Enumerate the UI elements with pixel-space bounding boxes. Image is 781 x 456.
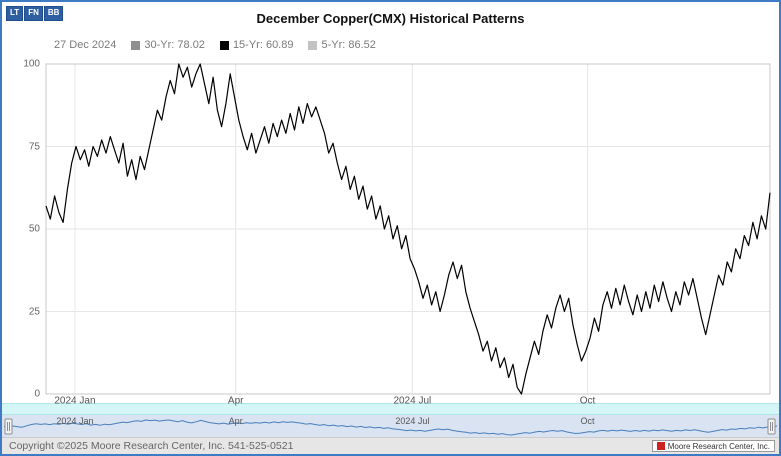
y-tick-label: 25 bbox=[28, 306, 40, 317]
x-tick-label: 2024 Jan bbox=[54, 395, 96, 407]
legend-item-30yr[interactable]: 30-Yr: 78.02 bbox=[131, 39, 205, 51]
x-tick-label: 2024 Jul bbox=[393, 395, 432, 407]
copyright-text: Copyright ©2025 Moore Research Center, I… bbox=[9, 440, 294, 452]
mrci-logo-icon bbox=[656, 442, 665, 450]
x-tick-label: Apr bbox=[227, 395, 244, 407]
legend-item-5yr[interactable]: 5-Yr: 86.52 bbox=[308, 39, 376, 51]
legend-date: 27 Dec 2024 bbox=[54, 39, 117, 51]
bb-button[interactable]: BB bbox=[43, 6, 64, 21]
legend-label-5yr: 5-Yr: 86.52 bbox=[321, 39, 376, 51]
y-tick-label: 50 bbox=[28, 223, 40, 235]
fn-button[interactable]: FN bbox=[24, 6, 43, 21]
navigator-tick-label: 2024 Jul bbox=[395, 416, 430, 426]
legend-label-30yr: 30-Yr: 78.02 bbox=[144, 39, 205, 51]
y-tick-label: 100 bbox=[23, 58, 40, 70]
legend-swatch-15yr-icon bbox=[219, 40, 229, 50]
legend-swatch-30yr-icon bbox=[131, 40, 141, 50]
y-tick-label: 75 bbox=[28, 141, 40, 152]
scrollbar-track[interactable] bbox=[2, 403, 779, 415]
legend-label-15yr: 15-Yr: 60.89 bbox=[232, 39, 294, 51]
y-tick-label: 0 bbox=[34, 388, 40, 400]
mrci-logo: Moore Research Center, Inc. bbox=[651, 440, 775, 452]
chart-toolbar: LT FN BB bbox=[6, 6, 64, 21]
chart-title: December Copper(CMX) Historical Patterns bbox=[256, 11, 525, 26]
mrci-logo-text: Moore Research Center, Inc. bbox=[667, 441, 770, 451]
plot-area[interactable] bbox=[46, 64, 770, 394]
navigator-tick-label: 2024 Jan bbox=[56, 416, 94, 426]
navigator[interactable] bbox=[2, 415, 779, 438]
navigator-tick-label: Oct bbox=[580, 416, 595, 426]
chart-legend: 27 Dec 2024 30-Yr: 78.02 15-Yr: 60.89 5-… bbox=[54, 39, 376, 51]
footer-bar: Copyright ©2025 Moore Research Center, I… bbox=[2, 437, 779, 454]
legend-item-15yr[interactable]: 15-Yr: 60.89 bbox=[219, 39, 294, 51]
navigator-tick-label: Apr bbox=[228, 416, 243, 426]
x-tick-label: Oct bbox=[579, 395, 596, 407]
legend-swatch-5yr-icon bbox=[308, 40, 318, 50]
lt-button[interactable]: LT bbox=[6, 6, 24, 21]
